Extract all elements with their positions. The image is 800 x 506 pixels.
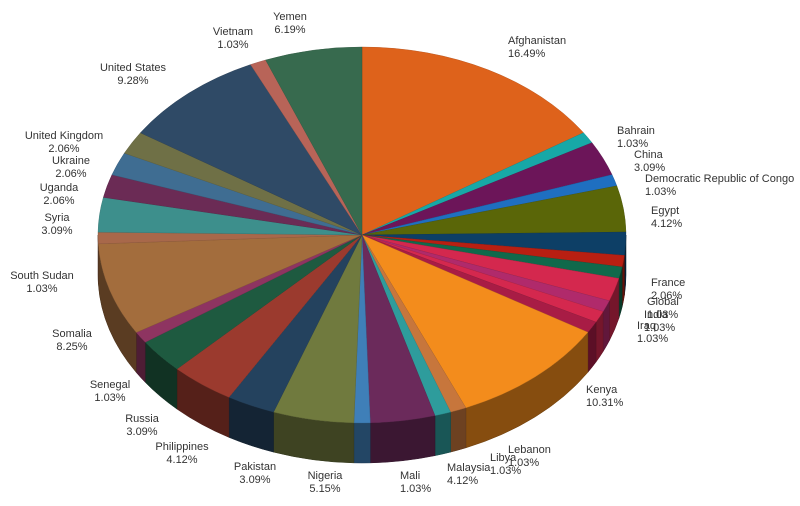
slice-label-26: Ukraine 2.06% [52, 155, 90, 180]
slice-name-30: Yemen [273, 11, 307, 23]
slice-label-22: Somalia 8.25% [52, 328, 93, 353]
slice-name-02: China [634, 149, 664, 161]
slice-name-19: Philippines [155, 441, 209, 453]
slice-name-03: Democratic Republic of Congo [645, 173, 794, 185]
slice-name-15: Malaysia [447, 462, 491, 474]
slice-name-25: Uganda [40, 182, 79, 194]
pie-slice-28[interactable] [140, 64, 363, 236]
slice-name-00: Afghanistan [508, 35, 566, 47]
slice-name-28: United States [100, 62, 167, 74]
slice-name-09: Global [647, 296, 679, 308]
slice-value-00: 16.49% [508, 48, 546, 60]
slice-name-17: Nigeria [308, 470, 344, 482]
slice-value-16: 1.03% [400, 483, 431, 495]
slice-name-12: Kenya [586, 384, 618, 396]
slice-value-20: 3.09% [126, 426, 157, 438]
slice-value-30: 6.19% [274, 24, 305, 36]
slice-name-10: India [644, 309, 669, 321]
slice-value-28: 9.28% [117, 75, 148, 87]
slice-label-10: India 1.03% [644, 309, 675, 334]
slice-value-02: 3.09% [634, 162, 665, 174]
slice-label-15: Malaysia 4.12% [447, 462, 491, 487]
slice-label-12: Kenya 10.31% [586, 384, 624, 409]
slice-label-18: Pakistan 3.09% [234, 461, 276, 486]
pie-side-layer [97, 234, 627, 464]
pie-slice-30[interactable] [265, 46, 363, 236]
slice-value-08: 2.06% [651, 290, 682, 302]
slice-label-09: Global 1.03% [647, 296, 679, 321]
slice-value-23: 1.03% [26, 283, 57, 295]
slice-name-13: Lebanon [508, 444, 551, 456]
pie-slice-22[interactable] [98, 234, 363, 333]
slice-value-24: 3.09% [41, 225, 72, 237]
pie-slice-side-13 [450, 407, 467, 453]
slice-name-23: South Sudan [10, 270, 74, 282]
slice-value-10: 1.03% [644, 322, 675, 334]
slice-value-27: 2.06% [48, 143, 79, 155]
slice-label-24: Syria 3.09% [41, 212, 72, 237]
slice-label-13: Lebanon 1.03% [508, 444, 551, 469]
slice-value-04: 4.12% [651, 218, 682, 230]
slice-label-19: Philippines 4.12% [155, 441, 209, 466]
slice-label-00: Afghanistan 16.49% [508, 35, 566, 60]
pie-slice-12[interactable] [361, 234, 589, 409]
slice-name-29: Vietnam [213, 26, 253, 38]
slice-label-17: Nigeria 5.15% [308, 470, 344, 495]
slice-label-29: Vietnam 1.03% [213, 26, 253, 51]
slice-value-13: 1.03% [508, 457, 539, 469]
slice-value-21: 1.03% [94, 392, 125, 404]
slice-name-14: Libya [490, 452, 517, 464]
slice-name-20: Russia [125, 413, 160, 425]
slice-name-18: Pakistan [234, 461, 276, 473]
slice-label-04: Egypt 4.12% [651, 205, 682, 230]
slice-label-01: Bahrain 1.03% [617, 125, 655, 150]
slice-label-23: South Sudan 1.03% [10, 270, 74, 295]
slice-value-19: 4.12% [166, 454, 197, 466]
pie-top-layer [97, 46, 627, 424]
slice-name-22: Somalia [52, 328, 93, 340]
slice-label-28: United States 9.28% [100, 62, 167, 87]
slice-value-15: 4.12% [447, 475, 478, 487]
slice-name-01: Bahrain [617, 125, 655, 137]
slice-value-29: 1.03% [217, 39, 248, 51]
slice-name-27: United Kingdom [25, 130, 103, 142]
slice-value-25: 2.06% [43, 195, 74, 207]
slice-value-01: 1.03% [617, 138, 648, 150]
pie-label-layer: Afghanistan 16.49%Bahrain 1.03%China 3.09%D… [10, 11, 794, 495]
slice-label-30: Yemen 6.19% [273, 11, 307, 36]
slice-name-24: Syria [44, 212, 70, 224]
slice-value-26: 2.06% [55, 168, 86, 180]
slice-label-25: Uganda 2.06% [40, 182, 79, 207]
slice-name-26: Ukraine [52, 155, 90, 167]
slice-name-08: France [651, 277, 685, 289]
slice-label-20: Russia 3.09% [125, 413, 160, 438]
slice-name-11: Iraq [637, 320, 656, 332]
pie-slice-00[interactable] [361, 46, 584, 236]
pie-slice-side-16 [353, 422, 371, 464]
slice-value-17: 5.15% [309, 483, 340, 495]
slice-value-18: 3.09% [239, 474, 270, 486]
slice-name-16: Mali [400, 470, 420, 482]
slice-label-03: Democratic Republic of Congo 1.03% [645, 173, 794, 198]
slice-name-21: Senegal [90, 379, 130, 391]
slice-value-14: 1.03% [490, 465, 521, 477]
slice-value-09: 1.03% [647, 309, 678, 321]
slice-value-12: 10.31% [586, 397, 624, 409]
slice-label-27: United Kingdom 2.06% [25, 130, 103, 155]
slice-label-21: Senegal 1.03% [90, 379, 130, 404]
slice-value-11: 1.03% [637, 333, 668, 345]
slice-label-14: Libya 1.03% [490, 452, 521, 477]
slice-label-02: China 3.09% [634, 149, 665, 174]
pie-slice-side-14 [434, 411, 451, 456]
slice-name-04: Egypt [651, 205, 679, 217]
slice-label-16: Mali 1.03% [400, 470, 431, 495]
slice-value-22: 8.25% [56, 341, 87, 353]
slice-label-11: Iraq 1.03% [637, 320, 668, 345]
slice-value-03: 1.03% [645, 186, 676, 198]
slice-label-08: France 2.06% [651, 277, 685, 302]
